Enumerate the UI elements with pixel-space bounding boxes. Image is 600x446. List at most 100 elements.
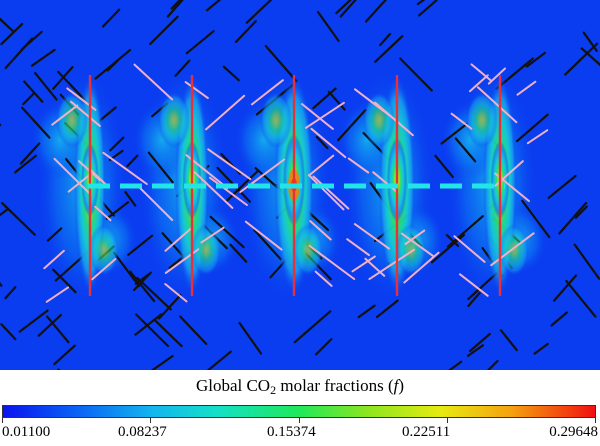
hydraulic-fracture — [244, 220, 283, 251]
hydraulic-fracture — [301, 103, 334, 130]
simulation-field — [0, 0, 600, 370]
natural-fracture — [113, 251, 141, 288]
natural-fracture — [339, 0, 357, 18]
natural-fracture — [124, 190, 137, 207]
natural-fracture — [234, 20, 257, 44]
natural-fracture — [565, 279, 597, 318]
natural-fracture — [253, 229, 282, 261]
hydraulic-fracture — [351, 255, 376, 273]
natural-fracture — [573, 243, 600, 280]
natural-fracture — [416, 0, 426, 6]
natural-fracture — [14, 154, 37, 174]
colorbar-tick-label: 0.15374 — [267, 424, 316, 440]
co2-plume-lobe — [158, 92, 190, 148]
natural-fracture — [365, 0, 387, 23]
natural-fracture — [170, 0, 182, 10]
co2-plume-lobe — [191, 224, 221, 276]
natural-fracture — [222, 65, 240, 82]
colorbar-tick-label: 0.08237 — [118, 424, 167, 440]
hydraulic-fracture — [193, 171, 234, 209]
natural-fracture — [293, 310, 332, 344]
co2-plume-lobe — [363, 92, 395, 148]
natural-fracture — [109, 136, 125, 152]
co2-plume-lobe — [293, 224, 323, 276]
natural-fracture — [205, 0, 222, 12]
natural-fracture — [127, 234, 154, 256]
natural-fracture — [179, 315, 208, 346]
natural-fracture — [45, 315, 70, 344]
natural-fracture — [434, 154, 454, 178]
natural-fracture — [515, 113, 549, 143]
natural-fracture — [34, 71, 58, 101]
natural-fracture — [550, 311, 569, 327]
natural-fracture — [327, 90, 346, 111]
natural-fracture — [174, 59, 191, 77]
natural-fracture — [316, 10, 340, 43]
natural-fracture — [4, 286, 17, 300]
natural-fracture — [315, 135, 329, 150]
natural-fracture — [158, 294, 182, 320]
colorbar-title: Global CO2 molar fractions (f) — [195, 376, 405, 397]
hydraulic-fracture — [459, 273, 489, 297]
natural-fracture — [18, 309, 49, 333]
natural-fracture — [0, 207, 10, 217]
natural-fracture — [22, 91, 36, 106]
hydraulic-fracture — [450, 112, 473, 130]
hydraulic-fracture — [404, 229, 426, 245]
hydraulic-fracture — [314, 270, 333, 287]
natural-fracture — [374, 35, 404, 63]
natural-fracture — [454, 137, 477, 163]
natural-fracture — [445, 234, 460, 248]
natural-fracture — [0, 17, 14, 32]
hydraulic-fracture — [490, 232, 535, 267]
hydraulic-fracture — [308, 244, 356, 280]
hydraulic-fracture — [164, 227, 193, 252]
natural-fracture — [229, 243, 248, 263]
hydraulic-fracture — [239, 158, 286, 193]
co2-plume-lobe — [56, 92, 88, 148]
natural-fracture — [136, 276, 172, 311]
hydraulic-fracture — [207, 148, 252, 181]
natural-fracture — [264, 44, 298, 83]
hydraulic-fracture — [67, 173, 91, 193]
hydraulic-fracture — [308, 154, 335, 177]
hydraulic-fracture — [312, 175, 350, 210]
natural-fracture — [499, 329, 518, 352]
colorbar-tick — [447, 418, 448, 423]
natural-fracture — [337, 108, 367, 142]
hydraulic-fracture — [487, 67, 506, 85]
natural-fracture — [46, 227, 63, 242]
hydraulic-fracture — [102, 151, 148, 185]
hydraulic-fracture — [45, 286, 70, 303]
hydraulic-fracture — [372, 171, 399, 194]
hydraulic-fracture — [476, 86, 518, 124]
natural-fracture — [129, 270, 156, 303]
natural-fracture — [486, 359, 499, 370]
natural-fracture — [552, 274, 578, 302]
natural-fracture — [379, 32, 392, 47]
natural-fracture — [525, 51, 547, 68]
hydraulic-fracture — [53, 157, 92, 196]
natural-fracture — [30, 48, 56, 67]
colorbar-tick — [595, 418, 596, 423]
natural-fracture — [166, 0, 184, 18]
hydraulic-fracture-network — [43, 63, 549, 303]
natural-fracture — [238, 321, 263, 355]
colorbar-tick — [299, 418, 300, 423]
natural-fracture — [154, 319, 183, 348]
colorbar — [2, 405, 596, 418]
natural-fracture — [582, 31, 598, 52]
natural-fracture — [440, 122, 468, 145]
natural-fracture — [0, 202, 36, 236]
hydraulic-fracture — [368, 248, 416, 281]
colorbar-tick-label: 0.01100 — [2, 424, 51, 440]
natural-fracture — [126, 154, 139, 168]
hydraulic-fracture — [307, 174, 345, 211]
natural-fracture — [357, 304, 376, 319]
hydraulic-fracture — [309, 220, 332, 241]
hydraulic-fracture — [347, 157, 370, 174]
hydraulic-fracture — [94, 205, 112, 222]
natural-fracture — [466, 344, 484, 357]
hydraulic-fracture — [310, 127, 347, 159]
natural-fracture — [375, 299, 399, 319]
